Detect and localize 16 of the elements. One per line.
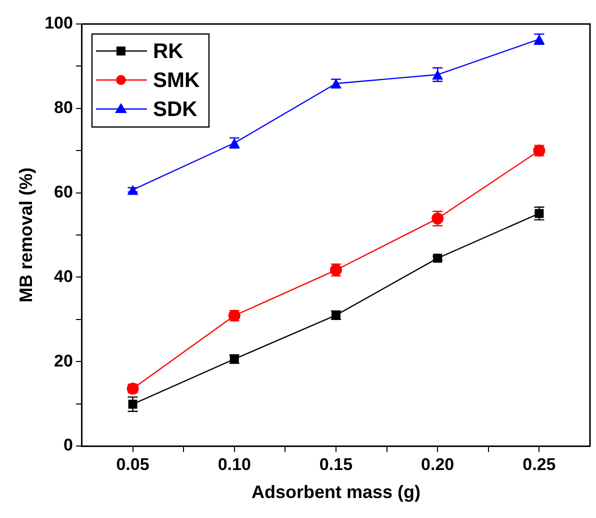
x-tick-label: 0.10 [218, 454, 251, 474]
x-tick-label: 0.15 [319, 454, 353, 474]
y-tick-label: 60 [54, 182, 73, 202]
legend-label: SDK [152, 98, 198, 121]
x-tick-label: 0.05 [116, 454, 150, 474]
y-tick-label: 40 [54, 266, 73, 286]
y-tick-label: 0 [63, 436, 73, 455]
x-tick-label: 0.25 [522, 454, 556, 474]
y-axis-title: MB removal (%) [16, 167, 36, 303]
x-axis-title: Adsorbent mass (g) [251, 482, 420, 502]
legend-label: SMK [152, 68, 200, 92]
legend-label: RK [152, 40, 184, 63]
y-tick-label: 80 [54, 98, 73, 118]
y-tick-label: 100 [44, 14, 73, 33]
x-tick-label: 0.20 [421, 454, 454, 474]
y-tick-label: 20 [54, 351, 73, 370]
